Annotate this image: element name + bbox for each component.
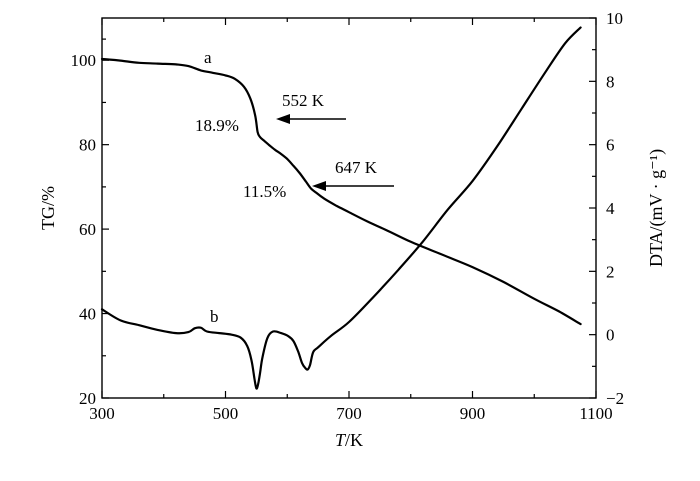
peak1-temp-label: 552 K — [282, 91, 325, 110]
left-y-axis-label: TG/% — [38, 186, 58, 230]
x-tick-label-700: 700 — [336, 404, 362, 423]
yl-tick-label-80: 80 — [79, 136, 96, 155]
yr-tick-label-10: 10 — [606, 9, 623, 28]
yl-tick-label-100: 100 — [71, 51, 97, 70]
yr-tick-label-8: 8 — [606, 72, 615, 91]
peak1-arrow — [276, 114, 346, 124]
x-tick-label-500: 500 — [213, 404, 239, 423]
x-tick-label-300: 300 — [89, 404, 115, 423]
yr-tick-label-6: 6 — [606, 136, 615, 155]
yr-tick-label--2: −2 — [606, 389, 624, 408]
yl-tick-label-40: 40 — [79, 305, 96, 324]
peak1-loss-label: 18.9% — [195, 116, 239, 135]
yr-tick-label-2: 2 — [606, 262, 615, 281]
right-y-axis-label: DTA/(mV · g⁻¹) — [646, 149, 667, 267]
series-line-a — [100, 57, 582, 326]
series-group — [100, 26, 582, 390]
curve-a-label: a — [204, 48, 212, 67]
peak2-loss-label: 11.5% — [243, 182, 286, 201]
x-axis-label: T/K — [335, 430, 363, 450]
curve-b-label: b — [210, 307, 219, 326]
series-line-b — [100, 26, 582, 390]
left-y-axis-ticks: 20 40 60 80 100 — [71, 38, 109, 408]
x-tick-label-900: 900 — [460, 404, 486, 423]
x-axis-ticks: 300 500 700 900 1100 — [89, 18, 613, 423]
peak2-temp-label: 647 K — [335, 158, 378, 177]
x-tick-label-1100: 1100 — [579, 404, 612, 423]
yl-tick-label-20: 20 — [79, 389, 96, 408]
yr-tick-label-0: 0 — [606, 326, 615, 345]
right-y-axis-ticks: −2 0 2 4 6 8 10 — [589, 9, 624, 408]
yl-tick-label-60: 60 — [79, 220, 96, 239]
peak2-arrow — [312, 181, 394, 191]
plot-frame — [101, 17, 597, 399]
yr-tick-label-4: 4 — [606, 199, 615, 218]
